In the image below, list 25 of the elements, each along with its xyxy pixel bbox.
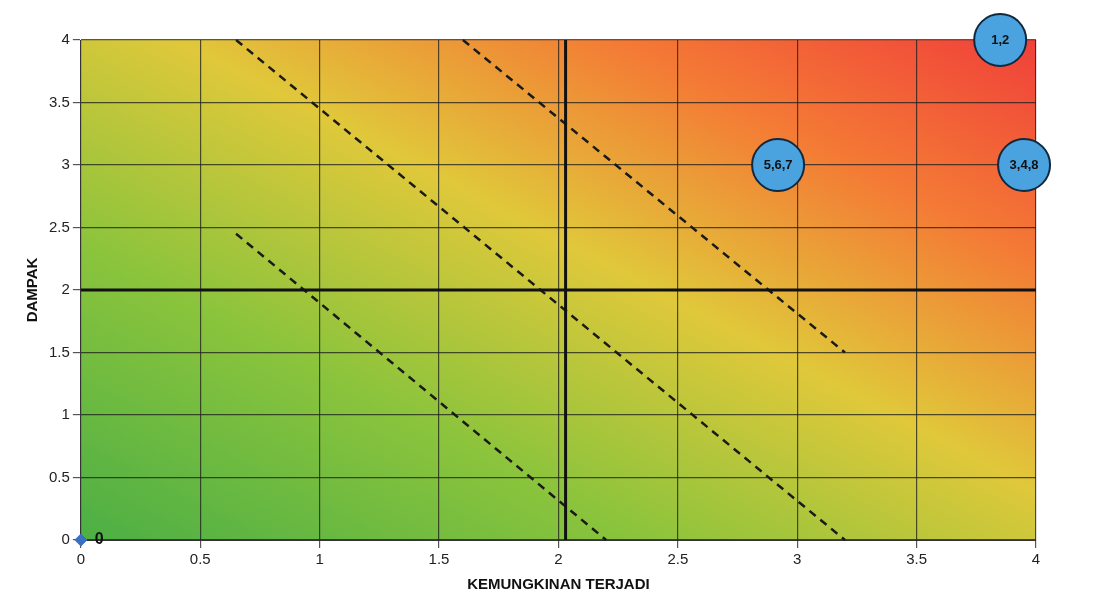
y-tick-label: 0.5 <box>48 467 70 485</box>
y-tick-label: 4 <box>61 30 70 48</box>
y-tick-label: 3 <box>61 155 70 173</box>
y-tick-label: 0 <box>61 530 70 548</box>
x-tick-label: 3.5 <box>906 550 928 568</box>
data-label: 0 <box>94 530 104 548</box>
x-axis-title: KEMUNGKINAN TERJADI <box>467 575 650 593</box>
x-tick-label: 0.5 <box>189 550 211 568</box>
x-tick-label: 2.5 <box>667 550 689 568</box>
x-tick-label: 1 <box>315 550 324 568</box>
x-tick-label: 3 <box>793 550 802 568</box>
y-tick-label: 2 <box>61 280 70 298</box>
annotation: 1,2 <box>991 31 1010 47</box>
y-tick-label: 3.5 <box>48 92 70 110</box>
x-tick-label: 2 <box>554 550 563 568</box>
y-tick-label: 1.5 <box>48 342 70 360</box>
point <box>973 13 1028 67</box>
x-tick-label: 1.5 <box>428 550 450 568</box>
x-tick-label: 0 <box>76 550 86 568</box>
x-tick-label: 4 <box>1031 550 1041 568</box>
y-tick-label: 2.5 <box>48 217 70 235</box>
annotation: 3,4,8 <box>1009 156 1039 172</box>
y-tick-label: 1 <box>61 405 70 423</box>
annotation: 5,6,7 <box>763 156 793 172</box>
y-axis-title: DAMPAK <box>23 257 41 323</box>
